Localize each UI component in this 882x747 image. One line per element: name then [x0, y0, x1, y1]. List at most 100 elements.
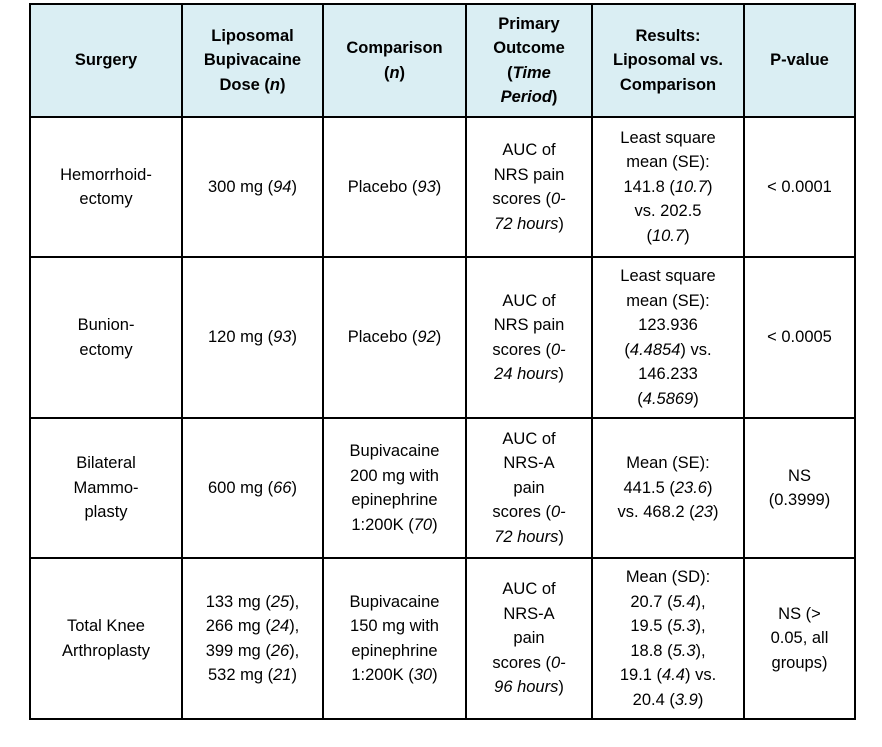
cell-line: 19.5 (5.3),	[597, 614, 739, 639]
cell-line: AUC of	[471, 289, 587, 314]
cell-text: 19.1 (	[619, 666, 663, 684]
p-value-cell: < 0.0005	[743, 256, 856, 419]
cell-text: P-value	[770, 51, 829, 70]
cell-line: 72 hours)	[471, 525, 587, 550]
cell-text: Liposomal	[211, 26, 294, 45]
header-row: Surgery Liposomal Bupivacaine Dose (n) Com…	[29, 3, 856, 118]
cell-text: 266 mg (	[205, 617, 271, 635]
cell-text: Primary	[498, 14, 560, 33]
cell-line: pain	[471, 626, 587, 651]
cell-line: 141.8 (10.7)	[597, 175, 739, 200]
cell-text: 141.8 (	[623, 177, 675, 196]
cell-line: mean (SE):	[597, 150, 739, 175]
cell-text: Bunion-	[77, 316, 135, 334]
cell-text: 399 mg (	[205, 641, 271, 660]
cell-line: 133 mg (25),	[187, 590, 318, 615]
cell-line: NRS-A	[471, 451, 587, 476]
cell-text: Placebo (	[347, 177, 418, 196]
table-row: Bunion-ectomy 120 mg (93) Placebo (92) A…	[29, 256, 856, 419]
cell-text: ) vs.	[684, 666, 717, 684]
italic-text: 93	[273, 328, 292, 347]
cell-text: Bilateral	[76, 454, 136, 473]
cell-line: 300 mg (94)	[187, 175, 318, 200]
cell-line: 96 hours)	[471, 675, 587, 700]
table-row: Hemorrhoid-ectomy 300 mg (94) Placebo (9…	[29, 116, 856, 258]
italic-text: 24 hours	[494, 365, 559, 383]
italic-text: 93	[417, 177, 436, 196]
cell-text: groups)	[771, 653, 828, 672]
cell-line: epinephrine	[328, 488, 461, 513]
italic-text: 30	[413, 666, 433, 684]
cell-line: 532 mg (21)	[187, 663, 318, 688]
outcome-cell: AUC of NRS-A pain scores (0- 72 hours)	[465, 417, 593, 559]
cell-text: Arthroplasty	[61, 641, 151, 660]
cell-text: Mammo-	[73, 478, 139, 497]
italic-text: Time	[512, 63, 551, 82]
cell-line: Bunion-	[35, 313, 177, 338]
cell-text: scores (	[492, 653, 551, 672]
cell-text: Mean (SD):	[625, 568, 711, 586]
cell-text: (	[383, 63, 390, 82]
cell-line: 18.8 (5.3),	[597, 639, 739, 664]
cell-text: Liposomal vs.	[612, 51, 724, 70]
cell-text: mean (SE):	[626, 291, 710, 310]
cell-line: vs. 468.2 (23)	[597, 500, 739, 525]
cell-text: )	[291, 177, 297, 196]
surgery-cell: Hemorrhoid-ectomy	[29, 116, 183, 258]
cell-line: Primary	[471, 12, 587, 37]
cell-text: )	[697, 690, 704, 709]
cell-line: scores (0-	[471, 651, 587, 676]
italic-text: 25	[270, 592, 290, 611]
italic-text: n	[389, 63, 400, 82]
cell-text: 200 mg with	[350, 466, 439, 485]
cell-text: pain	[513, 478, 545, 497]
cell-line: 150 mg with	[328, 614, 461, 639]
cell-line: 399 mg (26),	[187, 639, 318, 664]
cell-line: 19.1 (4.4) vs.	[597, 663, 739, 688]
cell-text: Hemorrhoid-	[60, 165, 152, 184]
italic-text: 94	[273, 177, 292, 196]
cell-line: pain	[471, 476, 587, 501]
outcome-cell: AUC of NRS pain scores (0- 24 hours)	[465, 256, 593, 419]
results-cell: Mean (SD): 20.7 (5.4), 19.5 (5.3), 18.8 (5.…	[591, 557, 745, 720]
cell-text: Total Knee	[67, 617, 145, 635]
cell-line: (10.7)	[597, 224, 739, 249]
header-primary-outcome: Primary Outcome (Time Period)	[465, 3, 593, 118]
cell-line: Outcome	[471, 36, 587, 61]
italic-text: n	[269, 75, 281, 94]
cell-line: 0.05, all	[749, 626, 850, 651]
cell-text: )	[558, 365, 564, 383]
cell-text: )	[558, 214, 564, 233]
cell-text: Bupivacaine	[203, 51, 302, 70]
cell-line: Bupivacaine	[328, 439, 461, 464]
cell-text: Surgery	[74, 51, 138, 70]
header-results: Results: Liposomal vs. Comparison	[591, 3, 745, 118]
cell-text: 532 mg (	[208, 666, 274, 684]
cell-text: vs. 202.5	[634, 202, 702, 221]
cell-text: ) vs.	[680, 340, 712, 359]
cell-text: )	[435, 328, 442, 347]
cell-line: groups)	[749, 651, 850, 676]
cell-text: NRS-A	[503, 454, 555, 473]
dose-cell: 300 mg (94)	[181, 116, 324, 258]
cell-line: 20.7 (5.4),	[597, 590, 739, 615]
cell-line: Placebo (92)	[328, 325, 461, 350]
cell-line: AUC of	[471, 577, 587, 602]
cell-text: epinephrine	[351, 641, 438, 660]
p-value-cell: NS (> 0.05, all groups)	[743, 557, 856, 720]
cell-text: )	[432, 515, 438, 534]
cell-text: ),	[289, 592, 300, 611]
cell-text: 133 mg (	[205, 592, 271, 611]
cell-text: 441.5 (	[623, 478, 675, 497]
cell-text: 20.7 (	[630, 592, 673, 611]
cell-text: )	[291, 478, 297, 497]
cell-line: epinephrine	[328, 639, 461, 664]
cell-text: Outcome	[493, 39, 565, 57]
comparison-cell: Bupivacaine 150 mg with epinephrine 1:200K …	[322, 557, 467, 720]
cell-line: (n)	[328, 61, 461, 86]
cell-line: (Time	[471, 61, 587, 86]
cell-line: mean (SE):	[597, 289, 739, 314]
outcome-cell: AUC of NRS-A pain scores (0- 96 hours)	[465, 557, 593, 720]
cell-line: 20.4 (3.9)	[597, 688, 739, 713]
cell-line: Dose (n)	[187, 73, 318, 98]
